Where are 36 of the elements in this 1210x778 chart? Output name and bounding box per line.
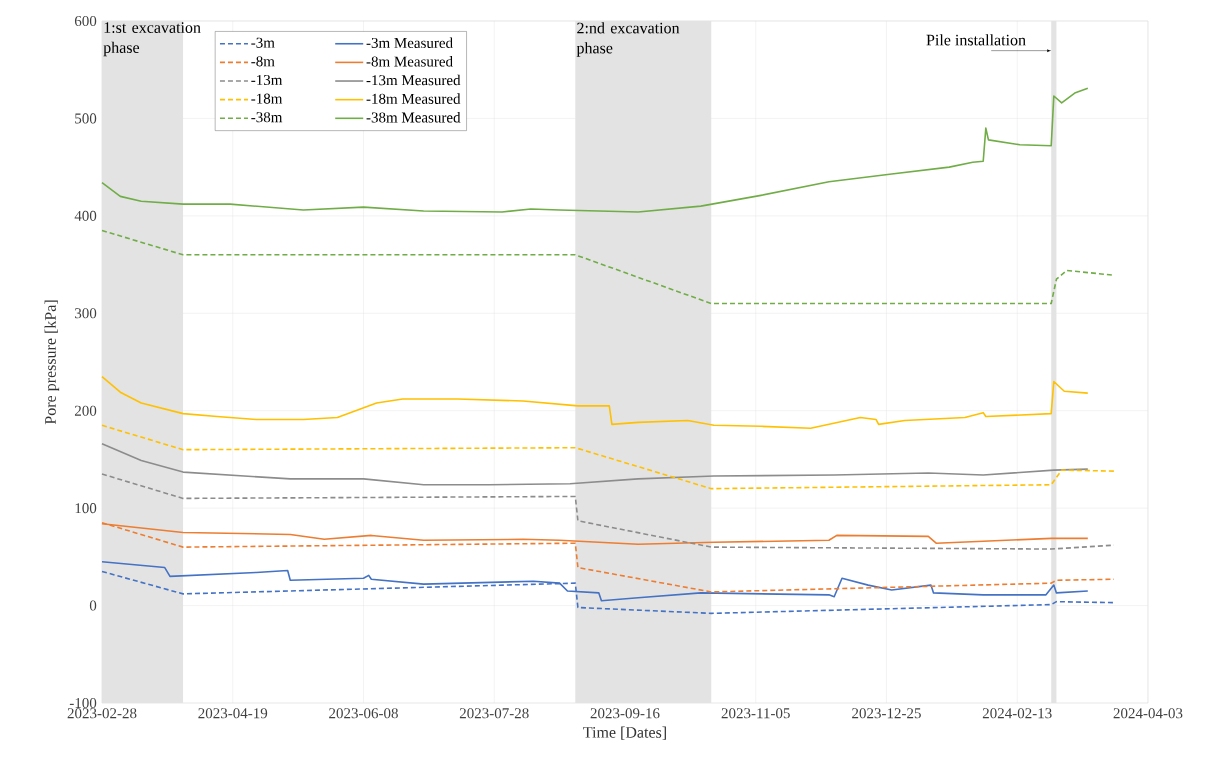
x-tick-label: 2023-06-08	[329, 708, 398, 719]
x-axis-title: Time [Dates]	[583, 726, 666, 740]
band-label: 1:st excavation phase	[103, 22, 201, 57]
line-series	[101, 87, 1089, 213]
line-series	[101, 229, 1115, 305]
x-tick-label: 2023-11-05	[721, 708, 790, 719]
band-label: Pile installation	[926, 34, 1026, 46]
y-axis-title: Pore pressure [kPa]	[44, 300, 60, 425]
legend-label: -38m Measured	[366, 111, 461, 123]
legend-label: -18m Measured	[366, 93, 461, 104]
x-tick-label: 2023-02-28	[67, 708, 137, 719]
legend-label: -8m	[251, 56, 275, 67]
x-tick-label: 2023-09-16	[590, 708, 660, 719]
legend-label: -18m	[251, 93, 283, 104]
y-tick-label: 200	[74, 405, 97, 416]
band-label: 2:nd excavation phase	[576, 22, 680, 57]
line-series	[101, 424, 1115, 490]
x-tick-label: 2023-12-25	[852, 708, 921, 719]
y-tick-label: 100	[75, 503, 97, 514]
legend-label: -8m Measured	[366, 56, 453, 67]
legend-label: -3m	[251, 37, 275, 48]
legend-label: -13m	[251, 74, 283, 86]
x-tick-label: 2024-02-13	[982, 708, 1052, 719]
y-tick-label: 300	[75, 308, 97, 319]
line-series	[101, 443, 1089, 486]
y-tick-label: -100	[69, 697, 97, 709]
legend-label: -38m	[251, 112, 283, 123]
x-tick-label: 2023-04-19	[198, 708, 268, 719]
y-tick-label: 500	[75, 113, 97, 124]
y-tick-label: 0	[89, 600, 97, 611]
legend-label: -13m Measured	[366, 74, 461, 86]
x-tick-label: 2024-04-03	[1113, 708, 1183, 719]
y-tick-label: 600	[74, 15, 97, 27]
x-tick-label: 2023-07-28	[459, 708, 529, 719]
legend-label: -3m Measured	[366, 37, 453, 48]
y-tick-label: 400	[74, 210, 97, 221]
